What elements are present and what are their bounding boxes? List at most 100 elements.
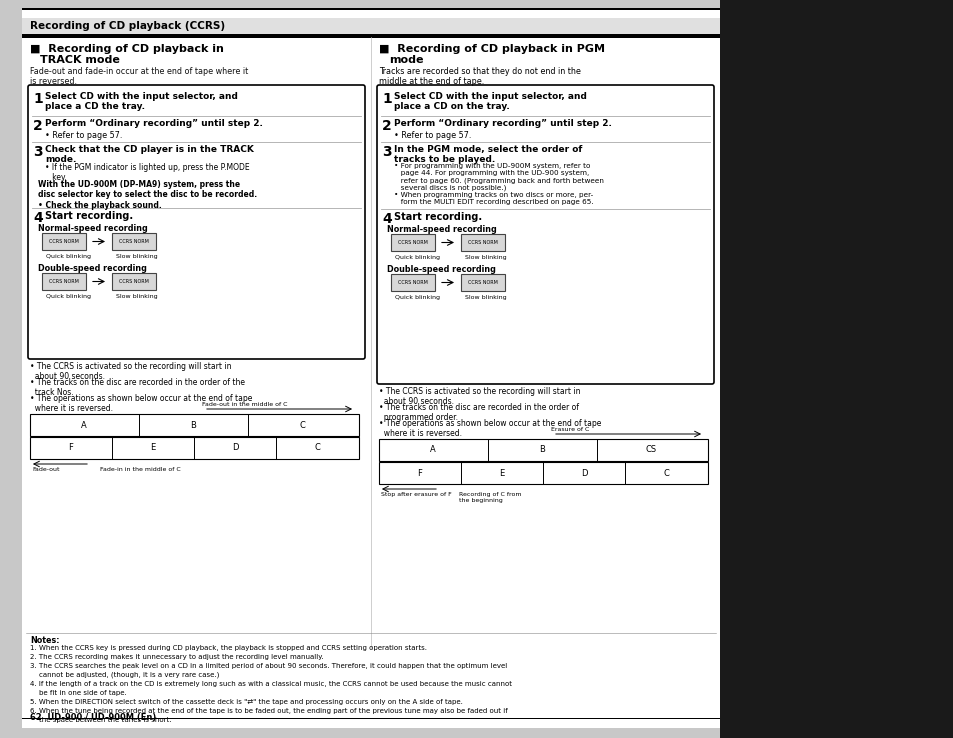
Text: CCRS NORM: CCRS NORM — [468, 280, 497, 285]
FancyBboxPatch shape — [376, 85, 713, 384]
Bar — [30, 437, 358, 459]
Text: Normal-speed recording: Normal-speed recording — [38, 224, 148, 233]
Text: • For programming with the UD-900M system, refer to
   page 44. For programming : • For programming with the UD-900M syste… — [394, 163, 603, 205]
Text: Fade-in in the middle of C: Fade-in in the middle of C — [100, 467, 180, 472]
Text: • The CCRS is activated so the recording will start in
  about 90 seconds.: • The CCRS is activated so the recording… — [378, 387, 579, 407]
Bar — [378, 462, 707, 484]
Bar — [391, 274, 435, 291]
Text: • Refer to page 57.: • Refer to page 57. — [394, 131, 471, 140]
Bar — [378, 439, 707, 461]
Text: With the UD-900M (DP-MA9) system, press the
disc selector key to select the disc: With the UD-900M (DP-MA9) system, press … — [38, 180, 257, 210]
Text: mode: mode — [389, 55, 423, 65]
Text: CS: CS — [645, 446, 656, 455]
Bar — [30, 414, 358, 436]
Text: 3: 3 — [381, 145, 392, 159]
Text: Quick blinking: Quick blinking — [46, 294, 91, 299]
Text: 2: 2 — [381, 119, 392, 133]
Bar — [112, 233, 156, 250]
Text: Erasure of C: Erasure of C — [551, 427, 589, 432]
Text: Stop after erasure of F: Stop after erasure of F — [380, 492, 452, 497]
Text: Slow blinking: Slow blinking — [464, 255, 506, 260]
Text: A: A — [81, 421, 87, 430]
Bar — [22, 718, 720, 719]
Text: • The CCRS is activated so the recording will start in
  about 90 seconds.: • The CCRS is activated so the recording… — [30, 362, 232, 382]
Bar — [460, 234, 504, 251]
Text: F: F — [69, 444, 73, 452]
Text: CCRS NORM: CCRS NORM — [397, 240, 428, 245]
Text: Slow blinking: Slow blinking — [116, 294, 157, 299]
Text: ■  Recording of CD playback in PGM: ■ Recording of CD playback in PGM — [378, 44, 604, 54]
Text: CCRS NORM: CCRS NORM — [49, 279, 79, 284]
Text: • The operations as shown below occur at the end of tape
  where it is reversed.: • The operations as shown below occur at… — [30, 394, 253, 413]
Text: 62  UD-900 / UD-900M (En): 62 UD-900 / UD-900M (En) — [30, 713, 156, 722]
Text: Double-speed recording: Double-speed recording — [387, 265, 496, 274]
Text: Check that the CD player is in the TRACK
mode.: Check that the CD player is in the TRACK… — [45, 145, 253, 165]
Text: • The operations as shown below occur at the end of tape
  where it is reversed.: • The operations as shown below occur at… — [378, 419, 600, 438]
Text: Start recording.: Start recording. — [394, 212, 481, 222]
Text: Notes:: Notes: — [30, 636, 59, 645]
Text: Fade-out in the middle of C: Fade-out in the middle of C — [202, 402, 287, 407]
Text: cannot be adjusted, (though, it is a very rare case.): cannot be adjusted, (though, it is a ver… — [30, 672, 219, 678]
Text: F: F — [417, 469, 422, 477]
Bar — [42, 233, 86, 250]
Text: C: C — [298, 421, 305, 430]
Text: CCRS NORM: CCRS NORM — [397, 280, 428, 285]
Text: ■  Recording of CD playback in: ■ Recording of CD playback in — [30, 44, 224, 54]
Text: Quick blinking: Quick blinking — [395, 255, 439, 260]
Text: Perform “Ordinary recording” until step 2.: Perform “Ordinary recording” until step … — [394, 119, 611, 128]
Bar — [22, 8, 720, 10]
Text: 4: 4 — [33, 211, 43, 225]
Text: Quick blinking: Quick blinking — [46, 254, 91, 259]
Text: Select CD with the input selector, and
place a CD on the tray.: Select CD with the input selector, and p… — [394, 92, 586, 111]
Text: Tracks are recorded so that they do not end in the
middle at the end of tape.: Tracks are recorded so that they do not … — [378, 67, 580, 86]
Text: Double-speed recording: Double-speed recording — [38, 264, 147, 273]
Text: B: B — [538, 446, 544, 455]
Text: • The tracks on the disc are recorded in the order of
  programmed order.: • The tracks on the disc are recorded in… — [378, 403, 578, 422]
Bar — [391, 234, 435, 251]
Bar — [22, 34, 720, 38]
Text: E: E — [498, 469, 504, 477]
Text: • The tracks on the disc are recorded in the order of the
  track Nos.: • The tracks on the disc are recorded in… — [30, 378, 245, 397]
Text: Slow blinking: Slow blinking — [464, 295, 506, 300]
Text: CCRS NORM: CCRS NORM — [468, 240, 497, 245]
Text: Slow blinking: Slow blinking — [116, 254, 157, 259]
Text: 4. If the length of a track on the CD is extremely long such as with a classical: 4. If the length of a track on the CD is… — [30, 681, 512, 687]
Text: CCRS NORM: CCRS NORM — [49, 239, 79, 244]
Text: 1: 1 — [381, 92, 392, 106]
Text: be fit in one side of tape.: be fit in one side of tape. — [30, 690, 127, 696]
Text: 4: 4 — [381, 212, 392, 226]
Text: Recording of C from
the beginning: Recording of C from the beginning — [458, 492, 521, 503]
Text: 1: 1 — [33, 92, 43, 106]
Text: • If the PGM indicator is lighted up, press the P.MODE
   key.: • If the PGM indicator is lighted up, pr… — [45, 163, 250, 182]
Bar — [22, 18, 720, 34]
Bar — [460, 274, 504, 291]
Text: 3. The CCRS searches the peak level on a CD in a limited period of about 90 seco: 3. The CCRS searches the peak level on a… — [30, 663, 507, 669]
Text: 5. When the DIRECTION select switch of the cassette deck is "⇄" the tape and pro: 5. When the DIRECTION select switch of t… — [30, 699, 462, 705]
Bar — [42, 273, 86, 290]
Text: D: D — [580, 469, 587, 477]
Text: Perform “Ordinary recording” until step 2.: Perform “Ordinary recording” until step … — [45, 119, 263, 128]
Text: Fade-out and fade-in occur at the end of tape where it
is reversed.: Fade-out and fade-in occur at the end of… — [30, 67, 248, 86]
Text: B: B — [190, 421, 195, 430]
Text: 2: 2 — [33, 119, 43, 133]
Text: CCRS NORM: CCRS NORM — [119, 279, 149, 284]
Text: 1. When the CCRS key is pressed during CD playback, the playback is stopped and : 1. When the CCRS key is pressed during C… — [30, 645, 427, 651]
Text: D: D — [232, 444, 238, 452]
Text: • Refer to page 57.: • Refer to page 57. — [45, 131, 122, 140]
Text: C: C — [314, 444, 319, 452]
Text: 6. When the tune being recorded at the end of the tape is to be faded out, the e: 6. When the tune being recorded at the e… — [30, 708, 507, 714]
Text: Normal-speed recording: Normal-speed recording — [387, 225, 497, 234]
Text: Recording of CD playback (CCRS): Recording of CD playback (CCRS) — [30, 21, 225, 31]
Text: Select CD with the input selector, and
place a CD the tray.: Select CD with the input selector, and p… — [45, 92, 237, 111]
Text: Quick blinking: Quick blinking — [395, 295, 439, 300]
Text: In the PGM mode, select the order of
tracks to be played.: In the PGM mode, select the order of tra… — [394, 145, 581, 165]
Text: TRACK mode: TRACK mode — [40, 55, 120, 65]
Text: E: E — [151, 444, 155, 452]
Text: A: A — [430, 446, 436, 455]
Bar — [22, 8, 720, 728]
Bar — [720, 0, 953, 738]
Text: C: C — [662, 469, 668, 477]
Text: CCRS NORM: CCRS NORM — [119, 239, 149, 244]
Bar — [112, 273, 156, 290]
FancyBboxPatch shape — [28, 85, 365, 359]
